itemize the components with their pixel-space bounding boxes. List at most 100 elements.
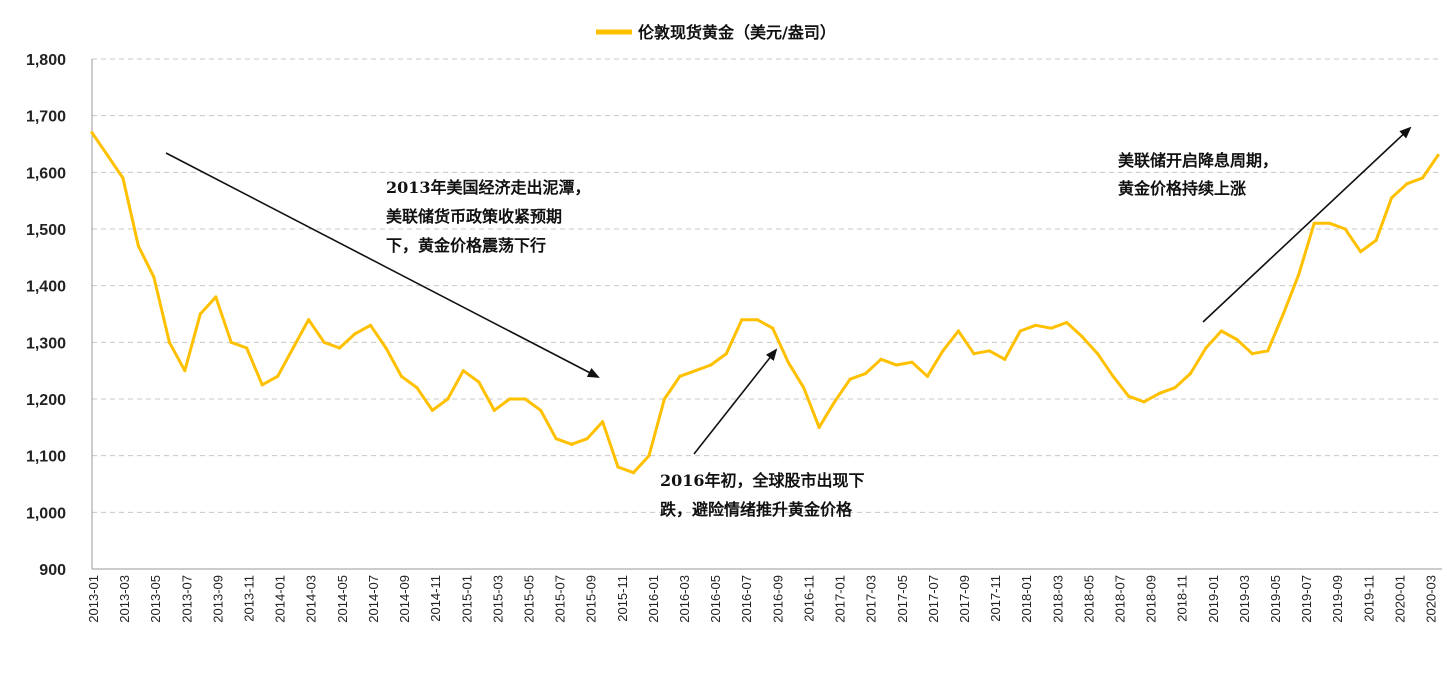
x-tick-label: 2013-03 [117,575,132,623]
x-tick-label: 2018-03 [1050,575,1065,623]
x-tick-label: 2017-05 [895,575,910,623]
x-tick-label: 2016-05 [708,575,723,623]
annotation-line: 跌，避险情绪推升黄金价格 [660,500,853,519]
x-tick-label: 2019-05 [1268,575,1283,623]
data-point [214,295,218,299]
data-point [848,377,852,381]
data-point [1049,326,1053,330]
grid-lines [92,58,1442,513]
y-tick-label: 1,000 [26,505,66,522]
annotation-line: 2016年初，全球股市出现下 [660,471,865,490]
y-tick-label: 1,800 [26,52,66,69]
x-tick-label: 2016-03 [677,575,692,623]
annotation-2016-rebound: 2016年初，全球股市出现下 跌，避险情绪推升黄金价格 [660,471,865,519]
data-point [167,340,171,344]
data-point [647,454,651,458]
data-point [353,332,357,336]
x-tick-label: 2019-07 [1299,575,1314,623]
x-tick-label: 2018-09 [1144,575,1159,623]
data-point [910,360,914,364]
data-point [678,374,682,378]
data-point [863,371,868,376]
data-point [802,386,806,390]
data-point [1188,371,1193,376]
data-point [492,408,496,412]
data-point [1018,329,1022,333]
data-point [817,425,821,429]
data-point [1250,352,1254,356]
x-tick-label: 2016-07 [739,575,754,623]
data-point [894,363,899,367]
arrow-downtrend [165,152,600,378]
data-point [570,442,574,446]
x-tick-label: 2013-09 [210,575,225,623]
x-tick-label: 2016-09 [770,575,785,623]
data-point [956,329,960,333]
data-point [616,465,620,469]
x-tick-label: 2013-07 [179,575,194,623]
data-point [430,408,434,412]
data-point [306,318,311,322]
annotation-line: 2013年美国经济走出泥潭， [386,178,591,197]
x-tick-label: 2014-03 [304,575,319,623]
x-tick-label: 2014-09 [397,575,412,623]
data-point [941,349,945,353]
x-tick-label: 2017-09 [957,575,972,623]
data-point [724,352,728,356]
data-point [631,471,636,475]
y-tick-label: 1,300 [26,335,66,352]
series-line-london-gold [90,131,1440,475]
legend[interactable]: 伦敦现货黄金（美元/盎司） [596,23,836,42]
data-point [152,275,156,279]
data-point [229,340,233,344]
y-axis-tick-labels: 900 1,000 1,100 1,200 1,300 1,400 1,500 1,600 1,… [26,52,66,579]
x-tick-label: 2019-03 [1237,575,1252,623]
data-point [399,374,404,378]
x-tick-label: 2016-11 [801,575,816,622]
data-point [260,383,264,387]
data-point [972,352,976,356]
data-point [1096,352,1100,356]
x-tick-label: 2014-05 [335,575,350,623]
data-point [508,397,512,401]
series-layer [90,131,1440,475]
arrow-2016-rebound [693,348,778,455]
y-tick-label: 1,400 [26,279,66,296]
annotation-line: 美联储货币政策收紧预期 [386,207,562,226]
data-point [1065,320,1069,325]
data-point [1157,391,1162,395]
y-tick-label: 1,500 [26,222,66,239]
data-point [1389,196,1394,200]
y-tick-label: 1,700 [26,109,66,126]
data-point [291,346,295,350]
data-point [245,346,249,350]
data-point [1235,337,1239,342]
data-point [771,326,775,330]
data-point [105,153,110,157]
x-tick-label: 2015-03 [490,575,505,623]
data-point [833,400,837,404]
x-tick-label: 2018-11 [1175,575,1190,622]
data-point [136,244,141,248]
x-tick-label: 2014-01 [273,575,288,623]
x-tick-label: 2015-01 [459,575,474,623]
data-point [554,437,558,441]
data-point [183,369,187,373]
data-point [198,312,202,316]
x-tick-label: 2019-11 [1361,575,1376,622]
data-point [1080,335,1084,339]
data-point [1204,346,1208,350]
data-point [1405,182,1409,186]
data-point [90,131,94,135]
x-tick-label: 2019-01 [1206,575,1221,623]
x-tick-label: 2013-01 [86,575,101,623]
y-tick-label: 1,600 [26,165,66,182]
y-tick-label: 900 [39,562,66,579]
data-point [1359,250,1363,254]
x-tick-label: 2017-07 [926,575,941,623]
x-tick-label: 2018-01 [1019,575,1034,623]
data-point [879,357,883,361]
x-tick-label: 2019-09 [1330,575,1345,623]
data-point [987,349,991,353]
x-tick-label: 2015-09 [584,575,599,623]
